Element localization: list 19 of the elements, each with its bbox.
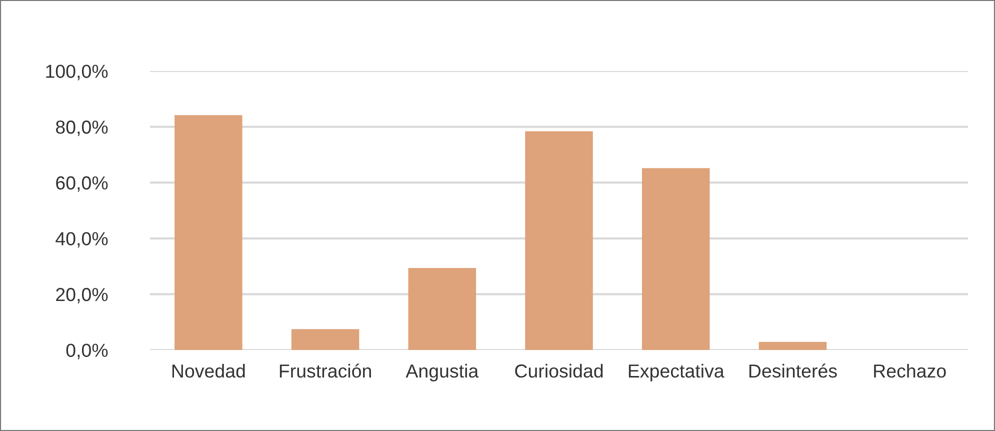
y-tick-label: 100,0% xyxy=(46,64,108,80)
y-tick-label: 80,0% xyxy=(56,120,108,136)
bar xyxy=(525,131,593,350)
x-tick-label: Novedad xyxy=(172,364,245,378)
x-tick-label: Curiosidad xyxy=(515,364,603,378)
y-tick-label: 20,0% xyxy=(56,288,108,304)
y-tick-label: 60,0% xyxy=(56,176,108,192)
y-tick-label: 0,0% xyxy=(66,344,108,360)
bar xyxy=(642,168,710,350)
bar xyxy=(174,115,242,350)
bar xyxy=(758,342,827,350)
x-tick-label: Rechazo xyxy=(874,364,946,378)
y-tick-label: 40,0% xyxy=(56,232,108,248)
x-tick-label: Expectativa xyxy=(628,364,724,382)
x-tick-label: Frustración xyxy=(280,364,371,378)
x-tick-label: Desinterés xyxy=(749,364,837,378)
bar xyxy=(408,268,476,350)
bar xyxy=(291,329,360,350)
x-tick-label: Angustia xyxy=(406,364,479,382)
